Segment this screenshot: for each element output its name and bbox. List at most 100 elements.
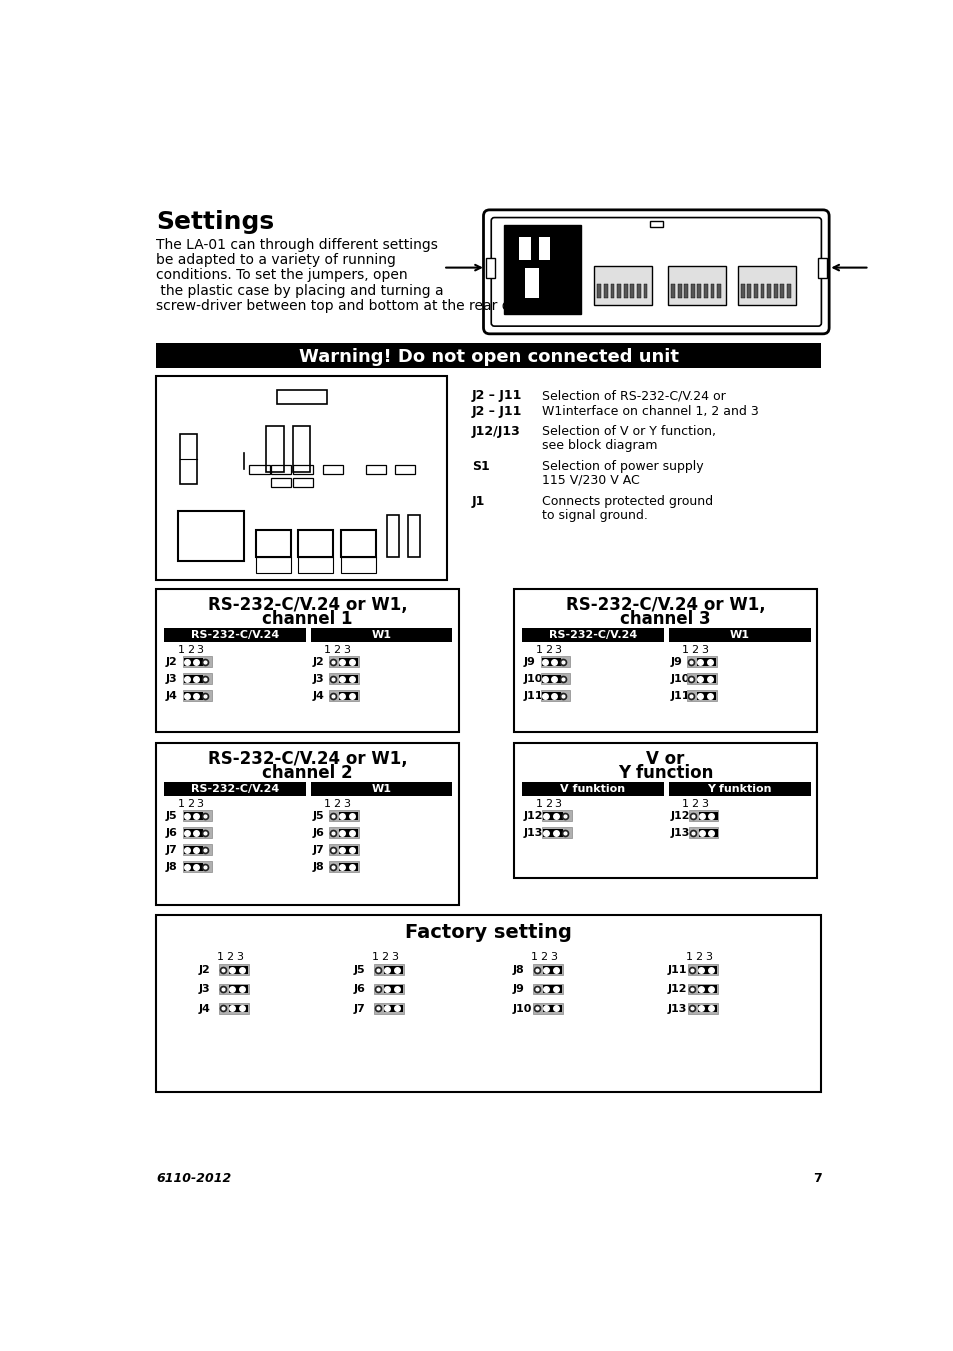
Text: 2: 2 <box>226 952 233 962</box>
Bar <box>817 258 826 277</box>
Text: J1: J1 <box>472 494 485 508</box>
Bar <box>293 426 310 473</box>
Text: the plastic case by placing and turning a: the plastic case by placing and turning … <box>156 284 443 297</box>
Text: 2: 2 <box>691 644 698 655</box>
Text: W1interface on channel 1, 2 and 3: W1interface on channel 1, 2 and 3 <box>541 405 758 417</box>
Bar <box>266 426 283 473</box>
Bar <box>339 676 357 682</box>
Bar <box>339 658 357 666</box>
Bar <box>677 284 680 297</box>
Text: be adapted to a variety of running: be adapted to a variety of running <box>156 253 395 267</box>
Text: 115 V/230 V AC: 115 V/230 V AC <box>541 474 639 486</box>
Text: J2: J2 <box>199 965 211 975</box>
Text: J2: J2 <box>166 657 177 667</box>
Bar <box>688 827 718 838</box>
Bar <box>183 811 212 821</box>
Text: 3: 3 <box>196 644 203 655</box>
Text: channel 1: channel 1 <box>262 611 353 628</box>
Bar <box>183 812 203 820</box>
Bar <box>219 1002 249 1013</box>
Bar <box>365 465 385 474</box>
Text: Warning! Do not open connected unit: Warning! Do not open connected unit <box>298 349 679 366</box>
Text: 2: 2 <box>539 952 547 962</box>
Text: 2: 2 <box>544 644 552 655</box>
Bar <box>540 657 570 667</box>
Bar <box>329 844 358 855</box>
Bar <box>686 673 716 684</box>
Bar <box>597 284 600 297</box>
Text: J6: J6 <box>354 985 366 994</box>
Bar <box>710 284 714 297</box>
Text: Factory setting: Factory setting <box>405 923 572 942</box>
Text: J11: J11 <box>670 692 689 701</box>
Text: RS-232-C/V.24 or W1,: RS-232-C/V.24 or W1, <box>208 750 407 767</box>
Text: The LA-01 can through different settings: The LA-01 can through different settings <box>156 238 437 251</box>
Bar <box>686 657 716 667</box>
Bar <box>293 465 313 474</box>
Bar <box>686 690 716 701</box>
Bar <box>329 862 358 871</box>
Bar <box>688 811 718 821</box>
Text: 1: 1 <box>177 644 185 655</box>
Text: 1: 1 <box>372 952 379 962</box>
Text: S1: S1 <box>472 461 489 473</box>
Bar <box>698 1005 716 1012</box>
Text: J3: J3 <box>166 674 177 684</box>
Text: J2 – J11: J2 – J11 <box>472 389 521 403</box>
Text: J8: J8 <box>166 862 177 871</box>
Bar <box>521 782 663 796</box>
Bar <box>329 811 358 821</box>
Text: RS-232-C/V.24: RS-232-C/V.24 <box>191 784 278 793</box>
Text: J11: J11 <box>667 965 687 975</box>
Bar <box>649 220 661 227</box>
Bar <box>339 812 357 820</box>
Bar <box>183 827 212 838</box>
Bar <box>699 830 717 836</box>
Bar <box>183 676 203 682</box>
Text: J3: J3 <box>199 985 211 994</box>
Text: 3: 3 <box>704 952 711 962</box>
Text: J5: J5 <box>354 965 365 975</box>
Text: 1: 1 <box>324 644 331 655</box>
Bar <box>229 1005 248 1012</box>
Text: see block diagram: see block diagram <box>541 439 657 453</box>
Bar <box>786 284 790 297</box>
Text: 3: 3 <box>554 644 560 655</box>
Text: 3: 3 <box>554 798 560 809</box>
Bar <box>384 985 402 993</box>
Bar <box>219 984 249 994</box>
Text: V funktion: V funktion <box>559 784 624 793</box>
Bar <box>178 511 244 561</box>
Bar <box>311 628 452 642</box>
Text: 2: 2 <box>334 798 340 809</box>
Text: 6110-2012: 6110-2012 <box>156 1173 232 1185</box>
Text: W1: W1 <box>371 784 391 793</box>
Text: screw-driver between top and bottom at the rear of the case.: screw-driver between top and bottom at t… <box>156 299 583 313</box>
Bar <box>298 530 333 557</box>
Bar <box>703 284 707 297</box>
Bar <box>753 284 757 297</box>
Text: Y funktion: Y funktion <box>706 784 771 793</box>
Bar <box>617 284 620 297</box>
Text: 3: 3 <box>342 798 350 809</box>
Text: conditions. To set the jumpers, open: conditions. To set the jumpers, open <box>156 269 408 282</box>
Text: Y function: Y function <box>618 765 713 782</box>
Text: 1: 1 <box>217 952 224 962</box>
Bar <box>780 284 783 297</box>
Bar <box>540 690 570 701</box>
Text: J4: J4 <box>312 692 324 701</box>
Text: J6: J6 <box>166 828 177 838</box>
Text: J10: J10 <box>670 674 689 684</box>
Bar <box>271 465 291 474</box>
Bar <box>541 676 560 682</box>
FancyBboxPatch shape <box>483 209 828 334</box>
Text: J10: J10 <box>513 1004 532 1013</box>
Bar <box>542 1005 561 1012</box>
Bar <box>311 782 452 796</box>
Text: J9: J9 <box>670 657 681 667</box>
Text: Settings: Settings <box>156 209 274 234</box>
Bar <box>541 692 560 700</box>
Text: J12: J12 <box>523 811 542 821</box>
Bar <box>773 284 777 297</box>
Bar <box>697 658 716 666</box>
